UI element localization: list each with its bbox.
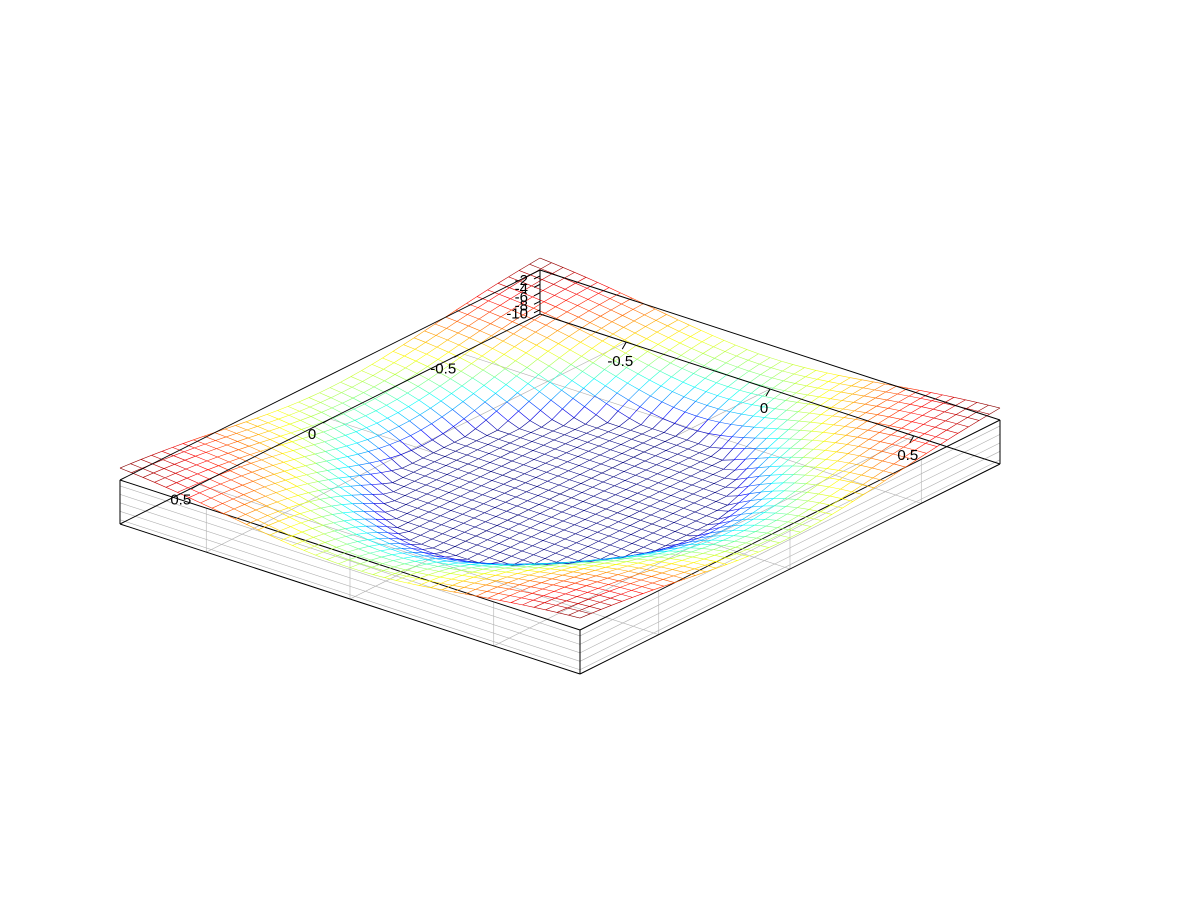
y-tick-label: 0.5 (170, 492, 191, 509)
z-tick-label: -2 (515, 272, 528, 289)
x-tick-label: 0 (760, 400, 768, 417)
x-tick-label: 0.5 (897, 447, 918, 464)
plot-svg: -10-8-6-4-2-0.500.5-0.500.5 (0, 0, 1201, 901)
surface-mesh (120, 258, 1000, 618)
surface-plot: -10-8-6-4-2-0.500.5-0.500.5 (0, 0, 1201, 901)
y-tick-label: 0 (308, 426, 316, 443)
x-tick-label: -0.5 (607, 353, 633, 370)
y-tick-label: -0.5 (430, 360, 456, 377)
